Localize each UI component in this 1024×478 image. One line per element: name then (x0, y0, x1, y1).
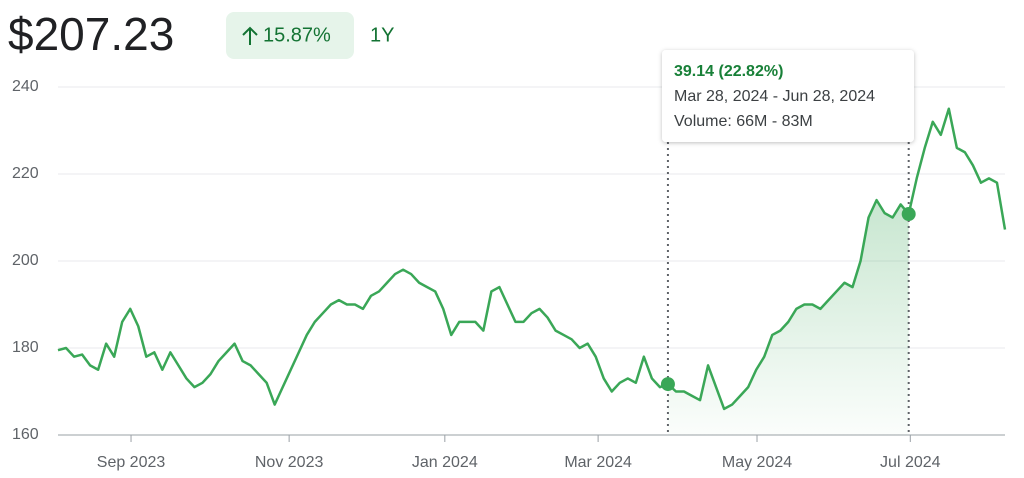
y-tick-label: 180 (12, 339, 39, 356)
price-line (57, 107, 1007, 411)
up-arrow-icon (242, 26, 258, 45)
y-tick-label: 200 (12, 252, 39, 269)
y-tick-label: 160 (12, 426, 39, 443)
selection-area (667, 200, 909, 435)
x-tick-label: May 2024 (722, 454, 792, 471)
x-tick-label: Sep 2023 (97, 454, 166, 471)
tooltip-box (662, 50, 914, 142)
x-tick-label: Mar 2024 (564, 454, 632, 471)
selection-point (660, 377, 675, 392)
x-tick-label: Jan 2024 (412, 454, 478, 471)
x-tick-label: Jul 2024 (880, 454, 941, 471)
selection-point (901, 207, 916, 222)
plot-area: 160 180 200 220 240 Sep 2023 Nov 2023 Jan 2024 M… (12, 78, 1007, 471)
y-tick-label: 220 (12, 165, 39, 182)
change-percent: 15.87% (263, 24, 331, 46)
tooltip-volume: Volume: 66M - 83M (674, 113, 813, 130)
y-tick-label: 240 (12, 78, 39, 95)
tooltip-dates: Mar 28, 2024 - Jun 28, 2024 (674, 88, 875, 105)
period[interactable]: 1Y (370, 24, 394, 46)
price: $207.23 (8, 8, 174, 60)
x-tick-label: Nov 2023 (255, 454, 324, 471)
tooltip: 39.14 (22.82%) Mar 28, 2024 - Jun 28, 20… (662, 50, 914, 142)
tooltip-change: 39.14 (22.82%) (674, 63, 783, 80)
change-badge (226, 12, 354, 59)
